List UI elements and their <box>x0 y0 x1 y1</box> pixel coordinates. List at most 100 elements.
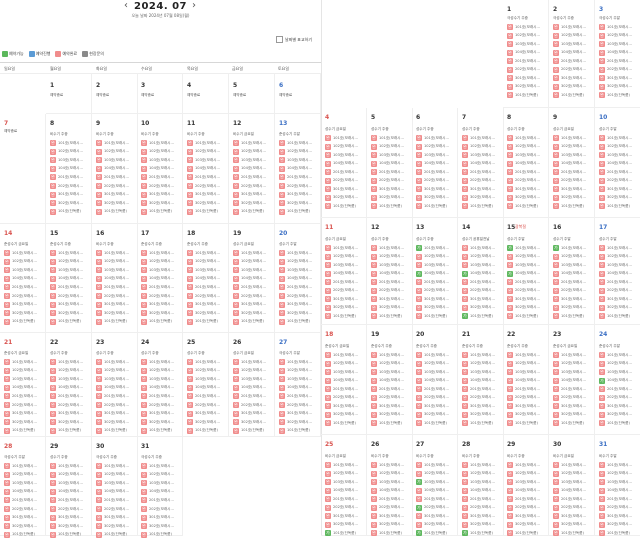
room-slot[interactable]: 완 202호(모래시... <box>553 177 586 184</box>
room-slot[interactable]: 완 102호(모래시... <box>599 360 632 367</box>
room-slot[interactable]: 완 102호(모래시... <box>50 148 83 155</box>
room-slot[interactable]: 완 101호(모래시... <box>325 462 358 468</box>
calendar-day-cell[interactable]: 15 준성수기 주중 완 101호(모래시... 완 102호(모래시... 완 103호(모… <box>46 224 92 333</box>
room-slot[interactable]: 완 102호(모래시... <box>141 148 174 155</box>
room-slot[interactable]: 완 302호(모래시... <box>507 304 540 311</box>
calendar-day-cell[interactable]: 7 성수기 주중 완 101호(모래시... 완 102호(모래시... 완 103호(모래시… <box>458 108 504 218</box>
room-slot[interactable]: 완 102호(모래시... <box>233 367 266 374</box>
calendar-day-cell[interactable]: 21 준성수기 주중 완 101호(모래시... 완 102호(모래시... 완 103호(모… <box>458 325 504 435</box>
room-slot[interactable]: 완 103호(모래시... <box>507 152 540 158</box>
room-slot[interactable]: 완 102호(모래시... <box>187 148 220 155</box>
room-slot[interactable]: 완 201호(모래시... <box>50 497 83 504</box>
calendar-day-cell[interactable]: 26 비수기 주중 완 101호(모래시... 완 102호(모래시... 완 103호(모래… <box>367 435 413 536</box>
room-slot[interactable]: 완 101호(모래시... <box>599 352 632 358</box>
room-slot[interactable]: 완 102호(모래시... <box>553 470 586 477</box>
room-slot[interactable]: 완 301호(모래시... <box>187 191 220 198</box>
room-slot[interactable]: 완 101호(단독룸) <box>599 530 630 536</box>
calendar-day-cell[interactable]: 7 예약종료 <box>0 114 46 224</box>
room-slot[interactable]: 완 102호(모래시... <box>96 258 129 265</box>
room-slot[interactable]: 완 104호(모래시... <box>371 377 404 384</box>
calendar-day-cell[interactable]: 30 극성수기 주중 완 101호(모래시... 완 102호(모래시... 완 103호(모… <box>92 437 138 538</box>
room-slot[interactable]: 완 101호(모래시... <box>553 24 586 30</box>
room-slot[interactable]: 완 202호(모래시... <box>279 402 312 408</box>
room-slot[interactable]: 완 302호(모래시... <box>4 310 37 317</box>
room-slot[interactable]: 완 103호(모래시... <box>553 479 586 485</box>
room-slot[interactable]: 완 104호(모래시... <box>233 275 266 282</box>
calendar-day-cell[interactable]: 23 성수기 주중 완 101호(모래시... 완 102호(모래시... 완 103호(모래… <box>92 333 138 437</box>
room-slot[interactable]: 완 101호(모래시... <box>507 135 540 141</box>
room-slot[interactable]: 완 102호(모래시... <box>187 258 220 265</box>
room-slot[interactable]: 완 103호(모래시... <box>233 376 266 383</box>
room-slot[interactable]: 완 101호(단독룸) <box>187 427 218 434</box>
room-slot[interactable]: 완 101호(모래시... <box>462 462 495 468</box>
room-slot[interactable]: 완 103호(모래시... <box>50 157 83 164</box>
room-slot[interactable]: 완 301호(모래시... <box>507 186 540 192</box>
calendar-day-cell[interactable]: 11 성수기 금요일 완 101호(모래시... 완 102호(모래시... 완 103호(모… <box>321 218 367 325</box>
room-slot[interactable]: 완 104호(모래시... <box>141 275 174 282</box>
room-slot[interactable]: 완 104호(모래시... <box>187 275 220 282</box>
room-slot[interactable]: 가 101호(단독룸) <box>325 530 356 536</box>
room-slot[interactable]: 완 301호(모래시... <box>187 301 220 308</box>
room-slot[interactable]: 완 103호(모래시... <box>599 152 632 158</box>
room-slot[interactable]: 완 202호(모래시... <box>553 394 586 401</box>
room-slot[interactable]: 완 103호(모래시... <box>4 480 37 487</box>
room-slot[interactable]: 완 302호(모래시... <box>507 521 540 528</box>
calendar-day-cell[interactable]: 8 비수기 주중 완 101호(모래시... 완 102호(모래시... 완 103호(모래시… <box>46 114 92 224</box>
room-slot[interactable]: 완 301호(모래시... <box>325 513 358 519</box>
room-slot[interactable]: 완 104호(모래시... <box>187 165 220 172</box>
calendar-day-cell[interactable]: 4 예약종료 <box>183 73 229 114</box>
room-slot[interactable]: 완 202호(모래시... <box>371 504 404 511</box>
calendar-day-cell[interactable]: 9 비수기 주중 완 101호(모래시... 완 102호(모래시... 완 103호(모래시… <box>92 114 138 224</box>
room-slot[interactable]: 완 201호(모래시... <box>371 169 404 175</box>
room-slot[interactable]: 가 101호(단독룸) <box>462 530 493 536</box>
room-slot[interactable]: 완 104호(모래시... <box>325 377 358 384</box>
room-slot[interactable]: 완 201호(모래시... <box>96 393 129 400</box>
room-slot[interactable]: 완 301호(모래시... <box>553 75 586 81</box>
room-slot[interactable]: 완 301호(모래시... <box>141 514 174 521</box>
room-slot[interactable]: 완 101호(모래시... <box>233 250 266 256</box>
room-slot[interactable]: 완 202호(모래시... <box>187 402 220 408</box>
room-slot[interactable]: 완 301호(모래시... <box>4 514 37 521</box>
room-slot[interactable]: 완 102호(모래시... <box>416 253 449 260</box>
room-slot[interactable]: 완 202호(모래시... <box>462 177 495 184</box>
room-slot[interactable]: 완 101호(단독룸) <box>416 203 447 209</box>
room-slot[interactable]: 완 302호(모래시... <box>187 419 220 426</box>
room-slot[interactable]: 완 101호(단독룸) <box>507 420 538 426</box>
room-slot[interactable]: 완 103호(모래시... <box>96 376 129 383</box>
calendar-day-cell[interactable]: 15 광복절 성수기 주말 가 101호(모래시... 완 102호(모래시... 완 103호… <box>503 218 549 325</box>
room-slot[interactable]: 완 301호(모래시... <box>371 513 404 519</box>
room-slot[interactable]: 완 201호(모래시... <box>507 279 540 285</box>
room-slot[interactable]: 완 103호(모래시... <box>416 152 449 158</box>
calendar-day-cell[interactable]: 23 준성수기 금요일 완 101호(모래시... 완 102호(모래시... 완 103호(… <box>549 325 595 435</box>
room-slot[interactable]: 완 101호(모래시... <box>187 140 220 146</box>
room-slot[interactable]: 완 101호(단독룸) <box>371 203 402 209</box>
room-slot[interactable]: 완 104호(모래시... <box>96 165 129 172</box>
compare-dates-checkbox[interactable]: 날짜별 표교하기 <box>276 36 312 43</box>
room-slot[interactable]: 완 101호(단독룸) <box>4 427 35 434</box>
room-slot[interactable]: 완 101호(모래시... <box>96 250 129 256</box>
room-slot[interactable]: 완 202호(모래시... <box>371 177 404 184</box>
room-slot[interactable]: 완 202호(모래시... <box>416 177 449 184</box>
room-slot[interactable]: 완 104호(모래시... <box>599 160 632 167</box>
room-slot[interactable]: 완 101호(단독룸) <box>96 208 127 215</box>
room-slot[interactable]: 완 101호(모래시... <box>141 140 174 146</box>
room-slot[interactable]: 가 104호(모래시... <box>416 270 449 277</box>
room-slot[interactable]: 완 101호(단독룸) <box>507 313 538 319</box>
room-slot[interactable]: 완 202호(모래시... <box>50 402 83 408</box>
calendar-day-cell[interactable]: 27 극성수기 주말 완 101호(모래시... 완 102호(모래시... 완 103호(모… <box>275 333 321 437</box>
room-slot[interactable]: 완 103호(모래시... <box>507 41 540 47</box>
room-slot[interactable]: 완 101호(단독룸) <box>50 318 81 325</box>
room-slot[interactable]: 완 301호(모래시... <box>279 301 312 308</box>
room-slot[interactable]: 완 103호(모래시... <box>462 369 495 375</box>
room-slot[interactable]: 완 302호(모래시... <box>233 200 266 207</box>
room-slot[interactable]: 완 104호(모래시... <box>416 487 449 494</box>
room-slot[interactable]: 완 201호(모래시... <box>325 279 358 285</box>
room-slot[interactable]: 완 201호(모래시... <box>187 284 220 291</box>
room-slot[interactable]: 완 102호(모래시... <box>141 367 174 374</box>
room-slot[interactable]: 완 301호(모래시... <box>507 296 540 302</box>
calendar-day-cell[interactable]: 4 성수기 금요일 완 101호(모래시... 완 102호(모래시... 완 103호(모래… <box>321 108 367 218</box>
room-slot[interactable]: 완 202호(모래시... <box>599 177 632 184</box>
room-slot[interactable]: 완 201호(모래시... <box>96 284 129 291</box>
room-slot[interactable]: 가 101호(모래시... <box>553 245 586 251</box>
room-slot[interactable]: 완 104호(모래시... <box>507 49 540 56</box>
